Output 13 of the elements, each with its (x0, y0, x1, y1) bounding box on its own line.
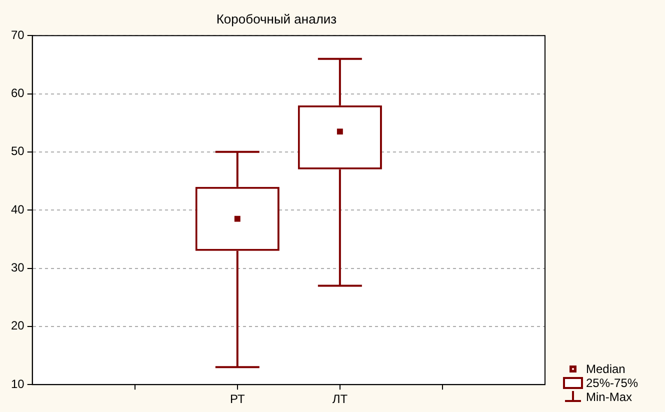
y-tick-label: 70 (10, 28, 25, 42)
chart-title: Коробочный анализ (216, 11, 337, 26)
y-tick-label: 10 (10, 376, 25, 391)
y-tick-label: 60 (10, 86, 25, 100)
x-tick-label: ЛТ (332, 392, 348, 406)
y-tick-label: 50 (10, 144, 25, 158)
text: 25%-75% (586, 376, 638, 390)
y-tick-label: 20 (10, 318, 25, 333)
y-tick-label: 30 (10, 260, 25, 275)
text: Min-Max (586, 390, 632, 404)
y-tick-label: 40 (10, 202, 25, 216)
x-tick-label: РТ (230, 392, 246, 406)
text: Median (586, 362, 626, 376)
